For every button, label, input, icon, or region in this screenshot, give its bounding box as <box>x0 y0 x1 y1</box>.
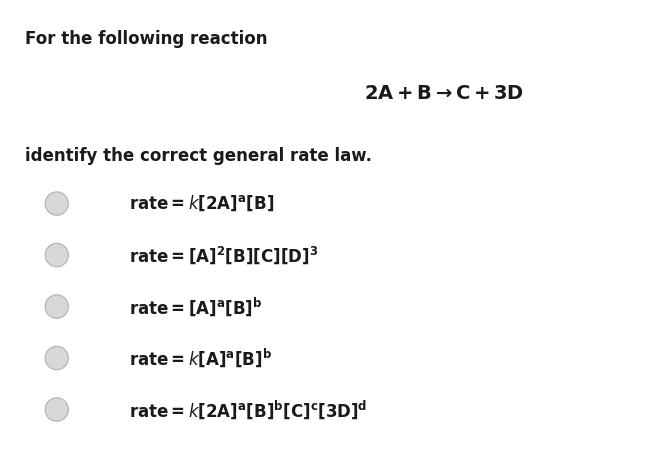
Ellipse shape <box>45 295 68 318</box>
Text: identify the correct general rate law.: identify the correct general rate law. <box>25 147 372 165</box>
Text: $\mathbf{rate = }$$\mathit{k}$$\mathbf{[2A]^{a}[B]}$: $\mathbf{rate = }$$\mathit{k}$$\mathbf{[… <box>129 194 274 213</box>
Text: $\mathbf{rate = [A]^{a}[B]^{b}}$: $\mathbf{rate = [A]^{a}[B]^{b}}$ <box>129 295 263 318</box>
Text: $\mathbf{2A + B \rightarrow C + 3D}$: $\mathbf{2A + B \rightarrow C + 3D}$ <box>364 84 524 103</box>
Text: $\mathbf{rate = }$$\mathit{k}$$\mathbf{[2A]^{a}[B]^{b}[C]^{c}[3D]^{d}}$: $\mathbf{rate = }$$\mathit{k}$$\mathbf{[… <box>129 398 367 421</box>
Ellipse shape <box>45 398 68 421</box>
Text: $\mathbf{rate = [A]^{2}[B][C][D]^{3}}$: $\mathbf{rate = [A]^{2}[B][C][D]^{3}}$ <box>129 244 319 266</box>
Ellipse shape <box>45 192 68 215</box>
Ellipse shape <box>45 346 68 370</box>
Ellipse shape <box>45 243 68 267</box>
Text: $\mathbf{rate = }$$\mathit{k}$$\mathbf{[A]^{a}[B]^{b}}$: $\mathbf{rate = }$$\mathit{k}$$\mathbf{[… <box>129 347 272 369</box>
Text: For the following reaction: For the following reaction <box>25 30 267 48</box>
